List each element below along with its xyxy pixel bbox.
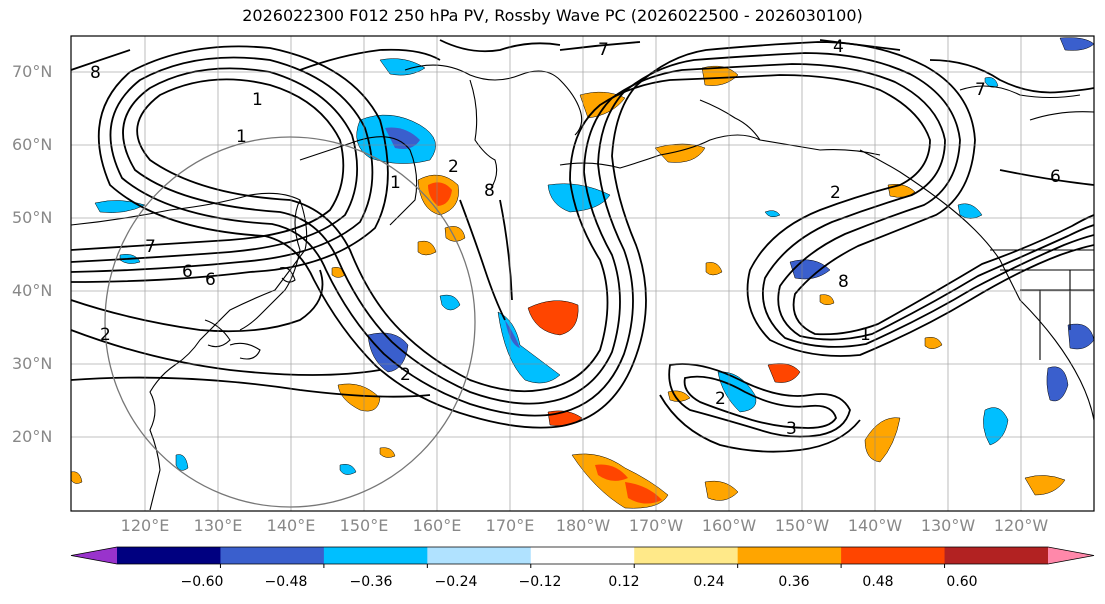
contour-label: 8: [838, 272, 849, 292]
colorbar-segment: [530, 547, 635, 564]
contour-label: 1: [252, 90, 263, 110]
contour-label: 7: [975, 80, 986, 100]
lon-label: 150°W: [774, 516, 830, 535]
lon-label: 140°W: [847, 516, 903, 535]
colorbar-segment: [841, 547, 946, 564]
colorbar-extension-low: [71, 547, 117, 564]
lat-label: 40°N: [12, 281, 53, 300]
pv-contours: [71, 39, 1094, 453]
colorbar-outline: [70, 546, 1095, 565]
colorbar-segment: [737, 547, 842, 564]
lon-label: 120°W: [993, 516, 1049, 535]
contour-label: 6: [182, 262, 193, 282]
colorbar-segment: [634, 547, 739, 564]
lon-label: 140°E: [266, 516, 316, 535]
contour-label: 2: [830, 183, 841, 203]
colorbar-segment: [323, 547, 428, 564]
lon-label: 150°E: [339, 516, 389, 535]
lon-label: 170°W: [628, 516, 684, 535]
contour-label: 6: [205, 270, 216, 290]
contour-label: 3: [786, 419, 797, 439]
lon-label: 160°W: [701, 516, 757, 535]
colorbar-tick-label: −0.48: [264, 574, 308, 590]
contour-label: 2: [400, 365, 411, 385]
lat-label: 70°N: [12, 62, 53, 81]
colorbar-segment: [220, 547, 325, 564]
highlight-circle: [104, 136, 476, 508]
lon-label: 160°E: [412, 516, 462, 535]
contour-labels: 1 1 1 1 2 2 2 2 2 3 4 6 6 6 7 7 7 8 8 8: [90, 37, 1061, 439]
lat-label: 60°N: [12, 135, 53, 154]
contour-label: 6: [1050, 167, 1061, 187]
colorbar-extension-high: [1048, 547, 1094, 564]
lat-label: 30°N: [12, 354, 53, 373]
contour-label: 1: [390, 173, 401, 193]
colorbar-tick-label: 0.12: [608, 574, 640, 590]
colorbar-tick-label: 0.60: [946, 574, 978, 590]
contour-label: 7: [145, 237, 156, 257]
gridlines: [71, 36, 1094, 511]
negative-anomaly: [94, 37, 1094, 475]
colorbar-tick-label: −0.60: [180, 574, 224, 590]
colorbar-tick-label: 0.24: [693, 574, 725, 590]
colorbar-segment: [944, 547, 1049, 564]
map-title: 2026022300 F012 250 hPa PV, Rossby Wave …: [242, 6, 863, 25]
lat-label: 20°N: [12, 427, 53, 446]
lon-label: 170°E: [485, 516, 535, 535]
pv-anomaly-shading: [71, 37, 1094, 509]
contour-label: 7: [598, 40, 609, 60]
map-background: [71, 36, 1094, 511]
lon-label: 130°E: [193, 516, 243, 535]
contour-label: 2: [448, 157, 459, 177]
contour-label: 1: [236, 127, 247, 147]
contour-label: 4: [833, 37, 844, 57]
lon-label: 130°W: [920, 516, 976, 535]
colorbar-tick-label: 0.48: [862, 574, 894, 590]
colorbar-tick-label: −0.36: [349, 574, 393, 590]
colorbar-tick-label: 0.36: [778, 574, 810, 590]
lon-label: 120°E: [120, 516, 170, 535]
map-frame: [70, 35, 1095, 512]
lon-label: 180°W: [555, 516, 611, 535]
contour-label: 1: [860, 325, 871, 345]
contour-label: 8: [90, 63, 101, 83]
contour-label: 2: [715, 389, 726, 409]
contour-label: 8: [484, 181, 495, 201]
colorbar-segment: [427, 547, 532, 564]
colorbar-tick-label: −0.24: [434, 574, 478, 590]
colorbar: [70, 546, 1095, 568]
lat-label: 50°N: [12, 208, 53, 227]
contour-label: 2: [100, 325, 111, 345]
colorbar-segment: [117, 547, 221, 564]
colorbar-tick-label: −0.12: [518, 574, 562, 590]
